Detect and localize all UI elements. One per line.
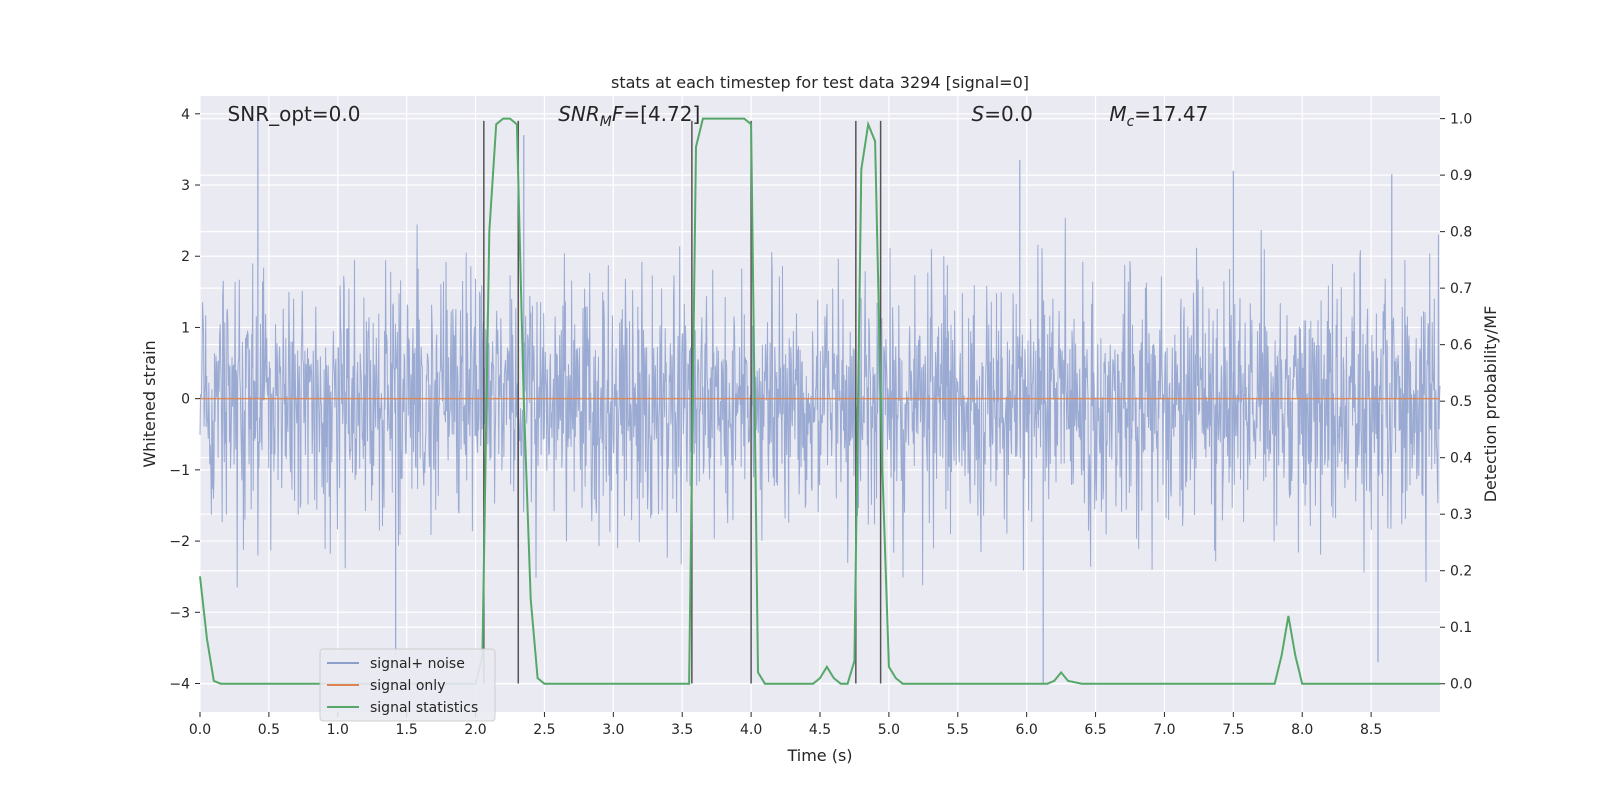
y-tick-label: −3 [169, 605, 190, 621]
x-tick-label: 8.0 [1291, 722, 1313, 738]
x-tick-label: 7.5 [1222, 722, 1244, 738]
y2-tick-label: 0.3 [1450, 507, 1472, 523]
y2-tick-label: 0.2 [1450, 564, 1472, 580]
x-tick-label: 2.5 [533, 722, 555, 738]
signal-noise-series [199, 113, 1441, 684]
legend-label-signal-statistics: signal statistics [370, 700, 478, 716]
y2-tick-label: 0.4 [1450, 451, 1472, 467]
x-tick-label: 4.5 [809, 722, 831, 738]
x-tick-label: 4.0 [740, 722, 762, 738]
y2-axis-label: Detection probability/MF [1481, 306, 1500, 503]
x-axis-label: Time (s) [786, 746, 852, 765]
x-tick-label: 0.0 [189, 722, 211, 738]
y2-axis-ticks: 1.0 0.9 0.8 0.7 0.6 0.5 0.4 0.3 0.2 0.1 0.0 [1440, 112, 1472, 693]
x-tick-label: 7.0 [1153, 722, 1175, 738]
annotations: SNR_opt=0.0 SNRMF=[4.72] S=0.0 Mc=17.47 [228, 102, 1209, 130]
annotation-text: Mc=17.47 [1109, 102, 1208, 130]
x-tick-label: 0.5 [258, 722, 280, 738]
y-tick-label: −2 [169, 534, 190, 550]
legend-label-signal-noise: signal+ noise [370, 656, 465, 672]
signal-statistics-line [199, 117, 1440, 685]
y2-tick-label: 0.9 [1450, 168, 1472, 184]
x-tick-label: 8.5 [1360, 722, 1382, 738]
x-tick-label: 5.0 [878, 722, 900, 738]
legend-label-signal-only: signal only [370, 678, 445, 694]
y2-tick-label: 0.0 [1450, 677, 1472, 693]
chart-title: stats at each timestep for test data 329… [611, 73, 1029, 92]
x-tick-label: 1.0 [327, 722, 349, 738]
y-tick-label: 2 [181, 249, 190, 265]
y2-tick-label: 0.6 [1450, 338, 1472, 354]
annotation-text: S=0.0 [972, 102, 1033, 126]
y2-tick-label: 0.7 [1450, 281, 1472, 297]
y-tick-label: −4 [169, 677, 190, 693]
y-tick-label: −1 [169, 463, 190, 479]
y2-tick-label: 0.5 [1450, 394, 1472, 410]
legend-box [319, 648, 496, 722]
x-tick-label: 3.0 [602, 722, 624, 738]
legend: signal+ noise signal only signal statist… [319, 648, 496, 722]
x-tick-label: 6.0 [1016, 722, 1038, 738]
annotation-text: SNR_opt=0.0 [228, 102, 361, 126]
annotation-text: SNRMF=[4.72] [558, 102, 700, 130]
signal-statistics-series [199, 117, 1440, 685]
x-tick-label: 3.5 [671, 722, 693, 738]
x-axis-ticks: 0.0 0.5 1.0 1.5 2.0 2.5 3.0 3.5 4.0 4.5 5.0 5.5 6.0 6… [189, 712, 1382, 738]
y-tick-label: 4 [181, 107, 190, 123]
x-tick-label: 1.5 [396, 722, 418, 738]
y2-tick-label: 1.0 [1450, 112, 1472, 128]
y2-tick-label: 0.8 [1450, 225, 1472, 241]
x-tick-label: 5.5 [947, 722, 969, 738]
y-tick-label: 1 [181, 320, 190, 336]
y-axis-ticks: 4 3 2 1 0 −1 −2 −3 −4 [169, 107, 200, 693]
y-tick-label: 0 [181, 392, 190, 408]
y-axis-label: Whitened strain [140, 340, 159, 467]
x-tick-label: 6.5 [1084, 722, 1106, 738]
y2-tick-label: 0.1 [1450, 620, 1472, 636]
y-tick-label: 3 [181, 178, 190, 194]
x-tick-label: 2.0 [464, 722, 486, 738]
